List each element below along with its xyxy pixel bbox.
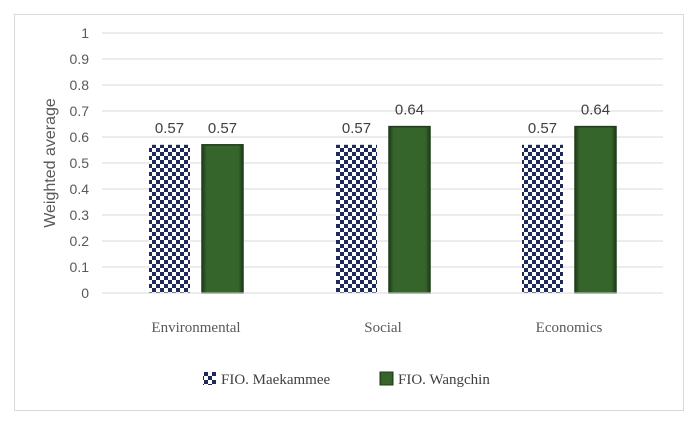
y-tick-label: 0.4 <box>70 181 90 197</box>
x-axis-categories: Environmental Social Economics <box>151 320 602 336</box>
data-label-maekammee-social: 0.57 <box>342 120 371 137</box>
bar-wangchin-environmental <box>201 144 244 294</box>
x-category-label: Social <box>364 320 402 336</box>
y-tick-label: 0 <box>81 285 89 301</box>
data-label-wangchin-social: 0.64 <box>395 102 424 119</box>
data-label-maekammee-economics: 0.57 <box>528 120 557 137</box>
data-label-maekammee-environmental: 0.57 <box>155 120 184 137</box>
y-tick-label: 1 <box>81 25 89 41</box>
y-tick-label: 0.9 <box>70 51 90 67</box>
y-axis-ticks: 0 0.1 0.2 0.3 0.4 0.5 0.6 0.7 0.8 0.9 1 <box>70 25 90 301</box>
x-category-label: Environmental <box>151 320 240 336</box>
y-tick-label: 0.5 <box>70 155 90 171</box>
bar-wangchin-social <box>388 125 431 294</box>
legend: FIO. Maekammee FIO. Wangchin <box>203 371 490 388</box>
legend-label-maekammee: FIO. Maekammee <box>221 372 330 388</box>
y-axis-title: Weighted average <box>42 98 59 228</box>
data-label-wangchin-environmental: 0.57 <box>208 120 237 137</box>
legend-label-wangchin: FIO. Wangchin <box>398 372 490 388</box>
data-label-wangchin-economics: 0.64 <box>581 102 610 119</box>
x-category-label: Economics <box>536 320 603 336</box>
y-tick-label: 0.1 <box>70 259 90 275</box>
y-tick-label: 0.3 <box>70 207 90 223</box>
bar-wangchin-economics <box>574 125 617 294</box>
y-tick-label: 0.7 <box>70 103 90 119</box>
legend-swatch-wangchin <box>379 371 394 386</box>
gridlines <box>102 32 663 268</box>
y-tick-label: 0.2 <box>70 233 90 249</box>
y-tick-label: 0.6 <box>70 129 90 145</box>
bar-maekammee-economics <box>522 144 563 293</box>
data-labels: 0.57 0.57 0.57 0.64 0.57 0.64 <box>155 102 610 137</box>
bars <box>149 125 617 294</box>
legend-swatch-maekammee <box>203 372 216 385</box>
bar-maekammee-social <box>336 144 377 293</box>
y-tick-label: 0.8 <box>70 77 90 93</box>
bar-maekammee-environmental <box>149 144 190 293</box>
